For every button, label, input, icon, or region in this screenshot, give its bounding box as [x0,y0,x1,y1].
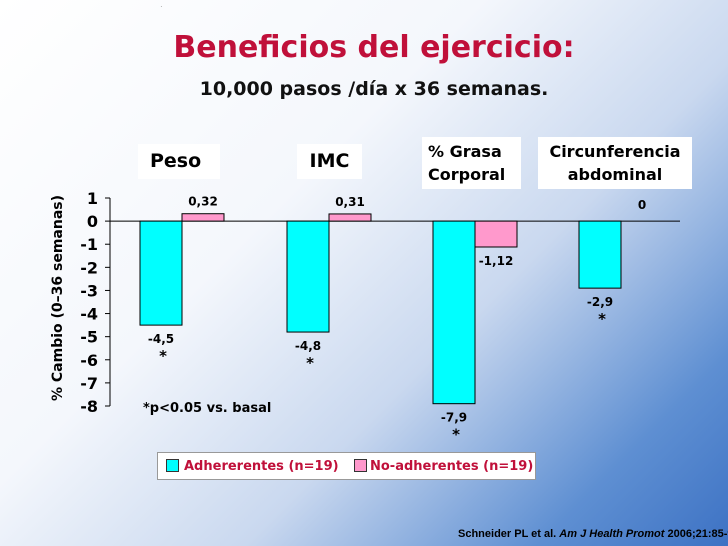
legend: Adhererentes (n=19) No-adherentes (n=19) [157,452,536,480]
data-label: -7,9 [441,411,467,425]
significance-marker: * [598,310,606,328]
bar-non-adherents-0 [181,213,225,222]
y-tick-label: -1 [80,235,98,254]
data-label: 0,32 [188,195,218,209]
panel-label-peso: Peso [138,144,220,179]
y-tick-label: -7 [80,374,98,393]
y-tick-label: 0 [87,212,98,231]
citation: Schneider PL et al. Am J Health Promot 2… [458,528,728,540]
y-tick-label: -5 [80,328,98,347]
corner-mark: · [160,2,163,11]
data-label: 0 [638,198,646,212]
y-tick-label: -6 [80,351,98,370]
data-label: -4,8 [295,339,321,353]
bar-adherents-2 [432,220,476,405]
significance-marker: * [306,354,314,372]
bar-adherents-0 [139,220,183,326]
y-tick-label: -4 [80,305,98,324]
citation-journal: Am J Health Promot [559,528,665,540]
legend-swatch-adherents [166,459,179,472]
bar-adherents-1 [286,220,330,333]
y-tick-label: -8 [80,397,98,416]
page-title: Beneficios del ejercicio: [173,30,575,65]
bar-non-adherents-2 [474,220,518,248]
citation-ref: 2006;21:85-9. [667,528,728,540]
significance-marker: * [159,347,167,365]
data-label: 0,31 [335,195,365,209]
panel-label-grasa: % Grasa Corporal [422,137,521,189]
bar-non-adherents-1 [328,213,372,222]
data-label: -2,9 [587,295,613,309]
panel-label-circunferencia: Circunferencia abdominal [538,137,692,189]
y-tick-label: -3 [80,281,98,300]
page-subtitle: 10,000 pasos /día x 36 semanas. [199,78,549,100]
data-label: -4,5 [148,332,174,346]
data-label: -1,12 [479,254,514,268]
y-tick-label: 1 [87,189,98,208]
legend-label-adherents: Adhererentes (n=19) [184,459,339,474]
y-tick-label: -2 [80,258,98,277]
significance-marker: * [452,426,460,444]
panel-label-imc: IMC [297,144,362,179]
bar-adherents-3 [578,220,622,289]
significance-note: *p<0.05 vs. basal [143,401,272,416]
legend-swatch-non-adherents [354,459,367,472]
citation-authors: Schneider PL et al. [458,528,557,540]
legend-label-non-adherents: No-adherentes (n=19) [370,459,534,474]
